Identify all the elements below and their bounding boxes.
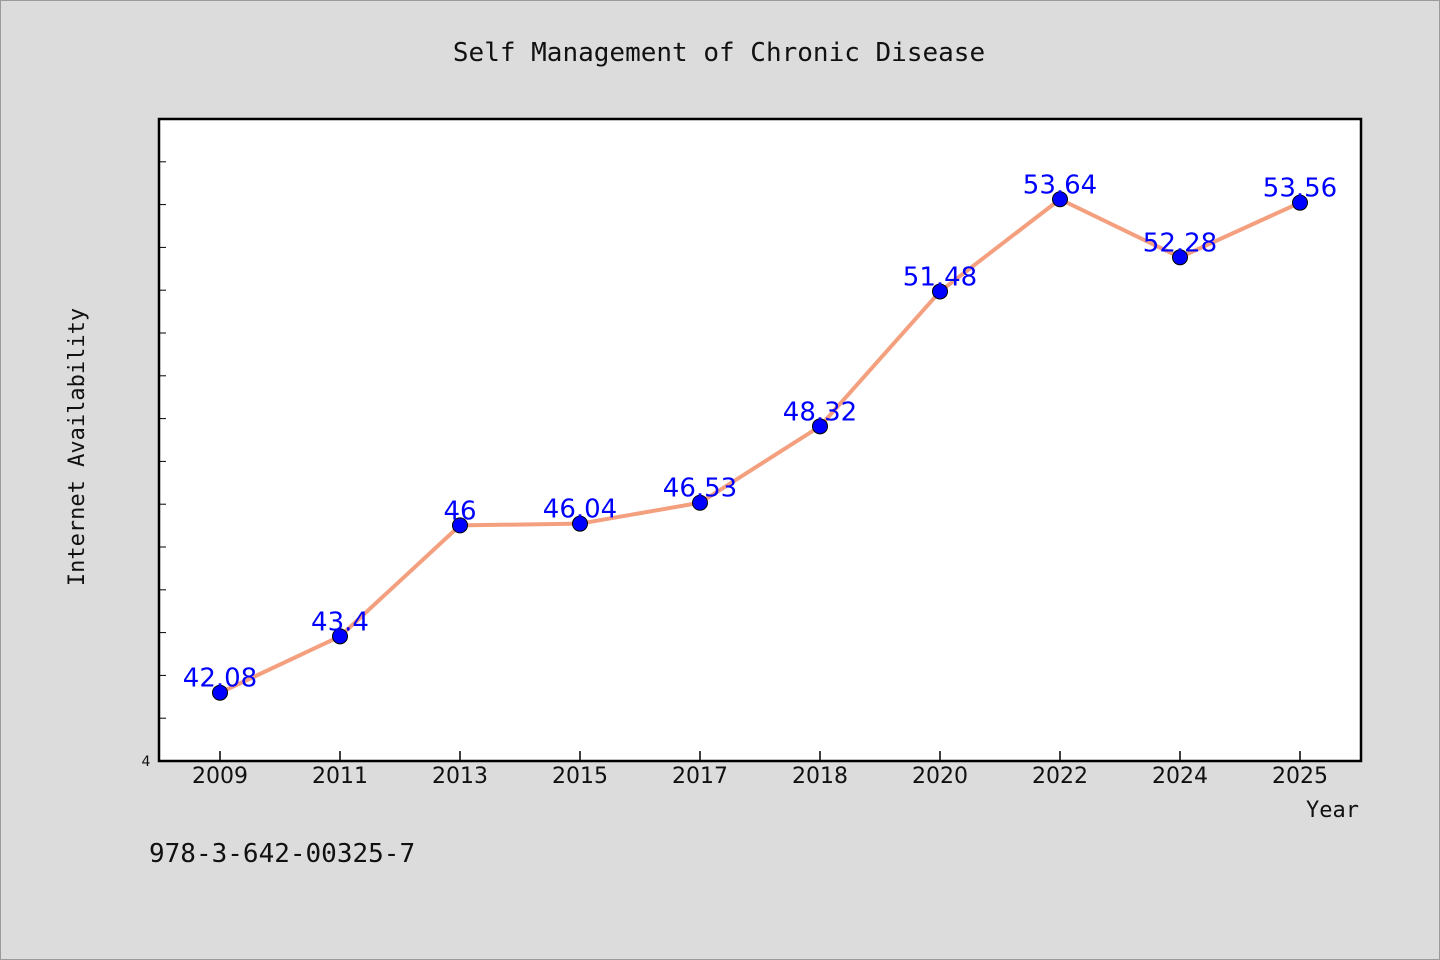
y-tick-label: 4 — [142, 754, 151, 770]
data-label: 51.48 — [903, 262, 977, 292]
data-label: 43.4 — [311, 607, 369, 637]
x-tick-label: 2009 — [192, 764, 248, 789]
data-label: 53.64 — [1023, 170, 1097, 200]
x-tick-label: 2018 — [792, 764, 848, 789]
data-point — [332, 628, 348, 645]
x-axis-ticks: 2009 2011 2013 2015 2017 2018 2020 2022 2024 2025 — [192, 751, 1328, 789]
data-point — [1172, 249, 1188, 266]
x-tick-label: 2017 — [672, 764, 728, 789]
data-label: 46.53 — [663, 474, 737, 504]
x-axis-label: Year — [1306, 798, 1359, 823]
data-label: 46.04 — [543, 495, 617, 525]
isbn-caption: 978-3-642-00325-7 — [149, 839, 415, 869]
data-point — [1292, 194, 1308, 211]
series-line — [218, 197, 1302, 695]
data-point — [452, 517, 468, 534]
data-label: 46 — [443, 496, 476, 526]
data-point — [932, 283, 948, 300]
data-point — [212, 684, 228, 701]
data-point — [1052, 191, 1068, 208]
data-label: 48.32 — [783, 397, 857, 427]
x-tick-label: 2022 — [1032, 764, 1088, 789]
data-point — [572, 515, 588, 532]
x-tick-label: 2024 — [1152, 764, 1208, 789]
x-tick-label: 2013 — [432, 764, 488, 789]
data-label: 52.28 — [1143, 228, 1217, 258]
data-point — [692, 494, 708, 511]
data-label: 53.56 — [1263, 174, 1337, 204]
y-axis-label: Internet Availability — [65, 308, 90, 586]
plot-area — [157, 117, 1363, 763]
x-tick-label: 2020 — [912, 764, 968, 789]
x-tick-label: 2011 — [312, 764, 368, 789]
x-tick-label: 2015 — [552, 764, 608, 789]
chart-title: Self Management of Chronic Disease — [453, 38, 985, 68]
series-layer: 42.08 43.4 46 46.04 46.53 48.32 51.48 53.64 52.2… — [183, 170, 1337, 701]
data-point — [812, 418, 828, 435]
y-axis-ticks — [159, 161, 166, 719]
x-tick-label: 2025 — [1272, 764, 1328, 789]
data-label: 42.08 — [183, 664, 257, 694]
